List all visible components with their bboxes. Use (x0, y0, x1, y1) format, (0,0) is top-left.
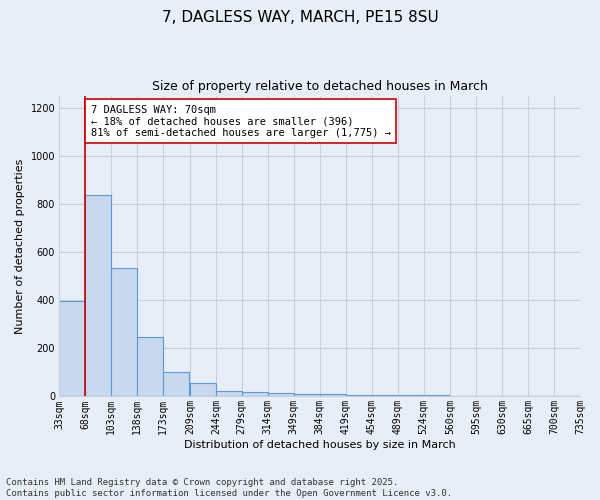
Text: 7, DAGLESS WAY, MARCH, PE15 8SU: 7, DAGLESS WAY, MARCH, PE15 8SU (161, 10, 439, 25)
Bar (163, 372, 189, 396)
Bar (371, 395, 398, 396)
Bar (85, 194, 111, 396)
Text: 7 DAGLESS WAY: 70sqm
← 18% of detached houses are smaller (396)
81% of semi-deta: 7 DAGLESS WAY: 70sqm ← 18% of detached h… (91, 104, 391, 138)
Bar (111, 268, 137, 396)
Bar (216, 391, 242, 396)
Bar (59, 301, 85, 396)
Text: Contains HM Land Registry data © Crown copyright and database right 2025.
Contai: Contains HM Land Registry data © Crown c… (6, 478, 452, 498)
Bar (268, 394, 294, 396)
Bar (320, 394, 346, 396)
Bar (190, 382, 216, 396)
X-axis label: Distribution of detached houses by size in March: Distribution of detached houses by size … (184, 440, 455, 450)
Y-axis label: Number of detached properties: Number of detached properties (15, 158, 25, 334)
Bar (346, 395, 371, 396)
Bar (242, 392, 268, 396)
Bar (137, 336, 163, 396)
Bar (294, 394, 320, 396)
Title: Size of property relative to detached houses in March: Size of property relative to detached ho… (152, 80, 488, 93)
